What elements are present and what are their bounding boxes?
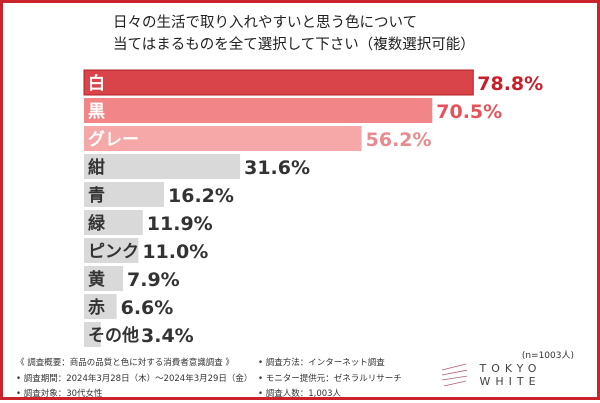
category-label: 赤 [88, 297, 105, 318]
category-label: 黄 [88, 269, 105, 290]
bar-3 [84, 154, 241, 179]
bar-4 [84, 182, 165, 207]
survey-count: • 調査人数：1,003人 [258, 389, 342, 399]
value-label: 70.5% [436, 101, 502, 123]
category-label: グレー [88, 129, 139, 150]
logo-mark-icon [441, 363, 468, 387]
bar-7 [84, 266, 124, 291]
bar-6 [84, 238, 139, 263]
value-label: 3.4% [141, 325, 194, 347]
bar-5 [84, 210, 143, 235]
value-label: 31.6% [244, 157, 310, 179]
value-label: 56.2% [366, 129, 432, 151]
value-label: 78.8% [477, 73, 543, 95]
sample-size: (n=1003人) [521, 351, 574, 361]
category-label: ピンク [88, 242, 139, 262]
category-label: 緑 [88, 213, 106, 234]
value-label: 11.0% [142, 241, 208, 263]
category-label: その他 [88, 325, 139, 346]
logo: TOKYO WHITE [440, 362, 600, 388]
bar-0 [83, 69, 474, 96]
category-label: 黒 [88, 102, 105, 122]
title-line-1: 日々の生活で取り入れやすいと思う色について [113, 15, 418, 31]
chart-title: 日々の生活で取り入れやすいと思う色について 当てはまるものを全て選択して下さい（… [113, 12, 475, 56]
category-label: 紺 [88, 157, 105, 178]
survey-overview: 《 調査概要：商品の品質と色に対する消費者意識調査 》 [16, 358, 234, 368]
footer-left: 《 調査概要：商品の品質と色に対する消費者意識調査 》 • 調査期間：2024年… [16, 356, 252, 403]
logo-text: TOKYO WHITE [479, 362, 542, 388]
bar-2 [84, 126, 362, 151]
bar-8 [84, 294, 117, 319]
value-label: 6.6% [121, 297, 174, 319]
category-label: 青 [88, 185, 105, 206]
survey-method: • 調査方法：インターネット調査 [258, 358, 385, 368]
value-label: 16.2% [168, 185, 234, 207]
survey-period: • 調査期間：2024年3月28日（木）～2024年3月29日（金） [16, 373, 253, 384]
bar-9 [84, 322, 101, 347]
value-label: 11.9% [147, 213, 213, 235]
survey-target: • 調査対象：30代女性 [16, 389, 103, 399]
monitor-provider: • モニター提供元：ゼネラルリサーチ [258, 373, 402, 384]
value-label: 7.9% [127, 269, 180, 291]
bar-1 [84, 98, 433, 123]
title-line-2: 当てはまるものを全て選択して下さい（複数選択可能） [113, 37, 475, 53]
category-label: 白 [88, 73, 105, 94]
footer-right: • 調査方法：インターネット調査 • モニター提供元：ゼネラルリサーチ • 調査… [258, 356, 402, 403]
